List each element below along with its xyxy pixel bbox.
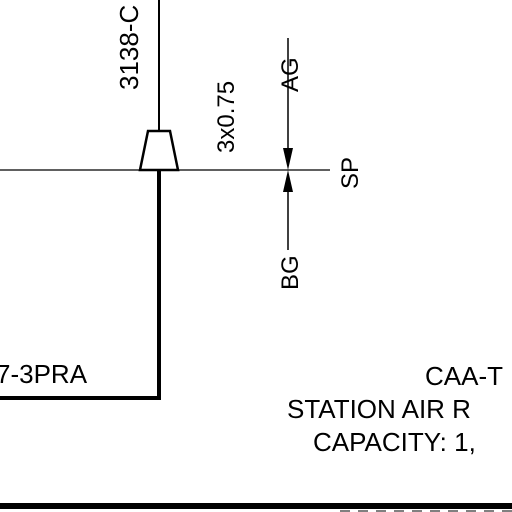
arrowhead-down [283, 148, 293, 170]
reducer-symbol [138, 129, 180, 172]
pipe-tag-label: 3138-C [114, 5, 144, 90]
upper-label: AG [277, 57, 304, 92]
arrowhead-up [283, 170, 293, 192]
line-size-label: 3x0.75 [213, 81, 240, 153]
equipment-tag-label: 7-3PRA [0, 359, 88, 389]
title-block-border [0, 503, 512, 509]
title-line-2: STATION AIR R [287, 394, 471, 424]
title-line-1: CAA-T [425, 361, 503, 391]
set-pressure-label: SP [337, 157, 364, 189]
lower-label: BG [277, 255, 304, 290]
title-line-3: CAPACITY: 1, [313, 427, 476, 457]
